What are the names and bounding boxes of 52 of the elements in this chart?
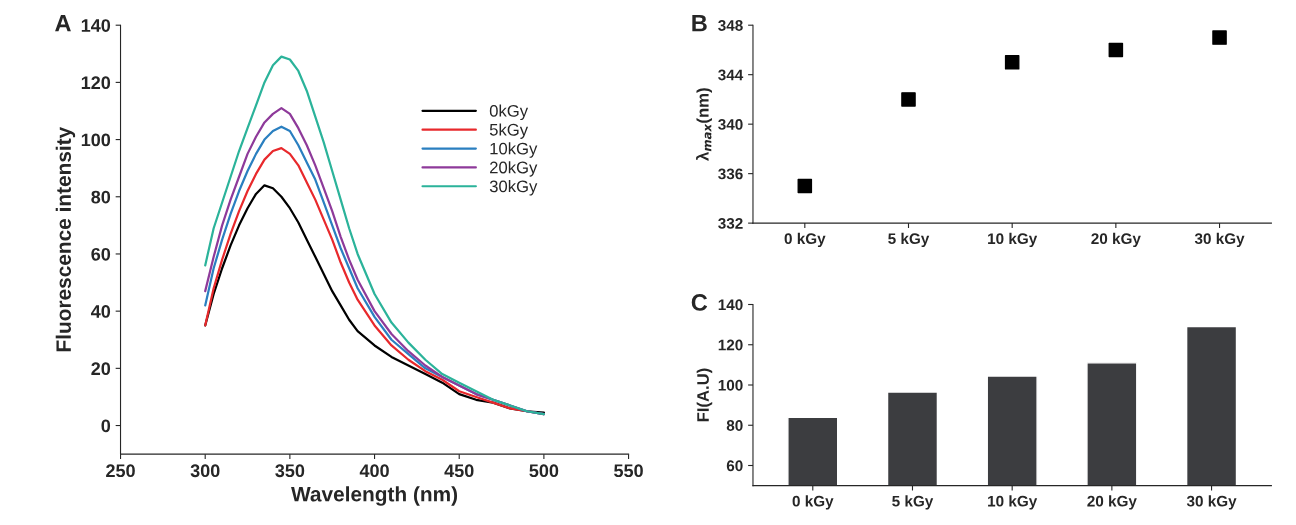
x-tick-label: 10 kGy xyxy=(988,232,1038,248)
y-tick-label: 340 xyxy=(718,119,743,130)
x-tick-label: 10 kGy xyxy=(988,495,1038,510)
x-tick-label: 30 kGy xyxy=(1194,232,1245,248)
y-tick-label: 348 xyxy=(718,20,743,31)
y-tick-label: 120 xyxy=(718,339,743,351)
chart-title: B xyxy=(692,15,707,32)
x-tick-label: 300 xyxy=(190,464,220,478)
x-tick-label: 30 kGy xyxy=(1186,495,1237,510)
legend-label: 10kGy xyxy=(490,142,538,158)
chart-title: C xyxy=(691,294,708,311)
x-tick-label: 0 kGy xyxy=(792,495,834,510)
y-tick-label: 60 xyxy=(726,460,743,472)
legend-label: 5kGy xyxy=(489,123,529,139)
x-tick-label: 400 xyxy=(359,464,389,478)
y-tick-label: 100 xyxy=(81,133,111,147)
y-axis-title: FI(A.U) xyxy=(696,368,713,422)
y-tick-label: 336 xyxy=(718,168,743,180)
y-tick-label: 60 xyxy=(91,247,111,261)
x-tick-label: 500 xyxy=(529,464,559,478)
y-tick-label: 80 xyxy=(726,420,743,431)
x-tick-label: 450 xyxy=(444,464,474,478)
x-tick-label: 0 kGy xyxy=(784,232,826,248)
y-tick-label: 120 xyxy=(81,76,111,90)
point xyxy=(901,92,916,107)
point xyxy=(1212,30,1227,45)
x-tick-label: 20 kGy xyxy=(1087,495,1137,510)
y-tick-label: 100 xyxy=(718,379,743,391)
y-tick-label: 20 xyxy=(91,362,111,376)
y-tick-label: 140 xyxy=(718,299,743,311)
legend-label: 20kGy xyxy=(490,161,538,177)
point xyxy=(1108,42,1124,58)
x-axis-title: Wavelength (nm) xyxy=(291,486,458,506)
x-tick-label: 350 xyxy=(275,464,305,478)
x-tick-label: 250 xyxy=(106,464,135,478)
x-tick-label: 5 kGy xyxy=(888,232,930,248)
x-tick-label: 550 xyxy=(614,464,643,478)
chart-title: A xyxy=(55,15,71,32)
legend-label: 30kGy xyxy=(489,180,538,196)
y-tick-label: 0 xyxy=(101,419,111,433)
x-tick-label: 5 kGy xyxy=(892,495,934,510)
y-tick-label: 332 xyxy=(718,217,743,229)
y-tick-label: 344 xyxy=(718,69,744,81)
x-tick-label: 20 kGy xyxy=(1091,232,1141,248)
y-tick-label: 80 xyxy=(91,190,111,204)
y-axis-title: Fluorescence intensity xyxy=(55,126,76,352)
legend-label: 0kGy xyxy=(489,104,529,121)
y-axis-title: λ$_{max}$(nm) xyxy=(696,88,713,161)
point xyxy=(797,178,813,194)
y-tick-label: 140 xyxy=(81,19,111,32)
y-tick-label: 40 xyxy=(91,305,111,318)
point xyxy=(1004,55,1020,70)
